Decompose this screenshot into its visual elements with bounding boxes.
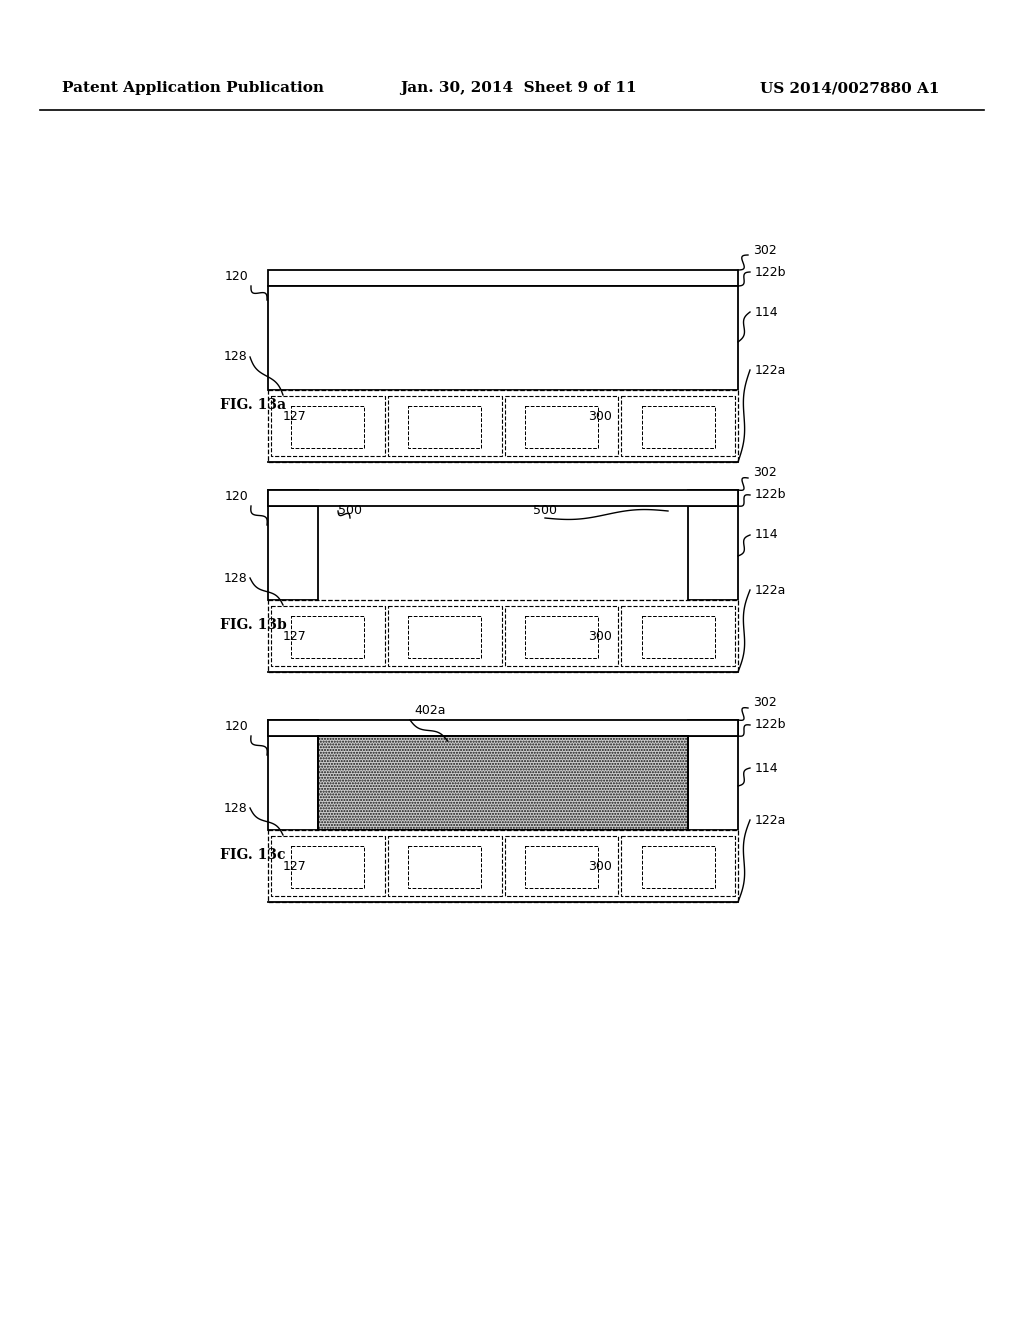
Bar — [505, 606, 618, 667]
Text: 402a: 402a — [415, 704, 445, 717]
Text: 300: 300 — [588, 631, 612, 644]
Bar — [292, 616, 365, 657]
Text: 120: 120 — [224, 719, 248, 733]
Bar — [622, 396, 735, 455]
Bar — [268, 490, 738, 506]
Text: 127: 127 — [283, 861, 307, 874]
Text: 500: 500 — [338, 503, 362, 516]
Bar — [268, 506, 318, 601]
Text: 122a: 122a — [755, 583, 786, 597]
Text: Jan. 30, 2014  Sheet 9 of 11: Jan. 30, 2014 Sheet 9 of 11 — [400, 81, 637, 95]
Bar — [642, 407, 715, 447]
Text: 122b: 122b — [755, 488, 786, 502]
Text: 122a: 122a — [755, 813, 786, 826]
Text: 122b: 122b — [755, 265, 786, 279]
Bar — [642, 616, 715, 657]
Bar — [622, 606, 735, 667]
Text: 122a: 122a — [755, 363, 786, 376]
Text: 122b: 122b — [755, 718, 786, 731]
Text: 114: 114 — [755, 762, 778, 775]
Text: FIG. 13a: FIG. 13a — [220, 399, 286, 412]
Bar — [688, 506, 738, 601]
Text: FIG. 13b: FIG. 13b — [220, 618, 287, 632]
Text: 300: 300 — [588, 861, 612, 874]
Text: 120: 120 — [224, 490, 248, 503]
Text: 120: 120 — [224, 269, 248, 282]
Text: FIG. 13c: FIG. 13c — [220, 847, 286, 862]
Bar — [271, 606, 385, 667]
Text: 302: 302 — [753, 243, 777, 256]
Text: 302: 302 — [753, 697, 777, 710]
Bar — [388, 836, 502, 896]
Bar — [388, 606, 502, 667]
Text: US 2014/0027880 A1: US 2014/0027880 A1 — [760, 81, 939, 95]
Text: 128: 128 — [223, 572, 247, 585]
Text: 114: 114 — [755, 305, 778, 318]
Bar — [268, 389, 738, 462]
Bar — [688, 490, 738, 506]
Bar — [271, 836, 385, 896]
Bar — [505, 836, 618, 896]
Bar — [318, 737, 688, 830]
Bar — [642, 846, 715, 888]
Text: 114: 114 — [755, 528, 778, 541]
Bar — [525, 846, 598, 888]
Text: 127: 127 — [283, 631, 307, 644]
Bar — [409, 616, 481, 657]
Text: Patent Application Publication: Patent Application Publication — [62, 81, 324, 95]
Bar — [409, 846, 481, 888]
Text: 500: 500 — [534, 503, 557, 516]
Bar — [505, 396, 618, 455]
Text: 127: 127 — [283, 411, 307, 424]
Bar — [271, 396, 385, 455]
Bar — [688, 719, 738, 737]
Text: 302: 302 — [753, 466, 777, 479]
Bar — [525, 407, 598, 447]
Text: 128: 128 — [223, 351, 247, 363]
Bar — [525, 616, 598, 657]
Bar — [268, 286, 738, 389]
Bar — [268, 737, 318, 830]
Bar — [409, 407, 481, 447]
Bar — [268, 830, 738, 902]
Bar — [388, 396, 502, 455]
Bar — [292, 846, 365, 888]
Bar — [268, 719, 318, 737]
Bar — [268, 601, 738, 672]
Bar — [268, 719, 738, 737]
Text: 300: 300 — [588, 411, 612, 424]
Bar — [318, 737, 688, 830]
Text: 128: 128 — [223, 801, 247, 814]
Bar — [292, 407, 365, 447]
Bar — [268, 271, 738, 286]
Bar — [268, 490, 318, 506]
Bar — [688, 737, 738, 830]
Bar — [622, 836, 735, 896]
